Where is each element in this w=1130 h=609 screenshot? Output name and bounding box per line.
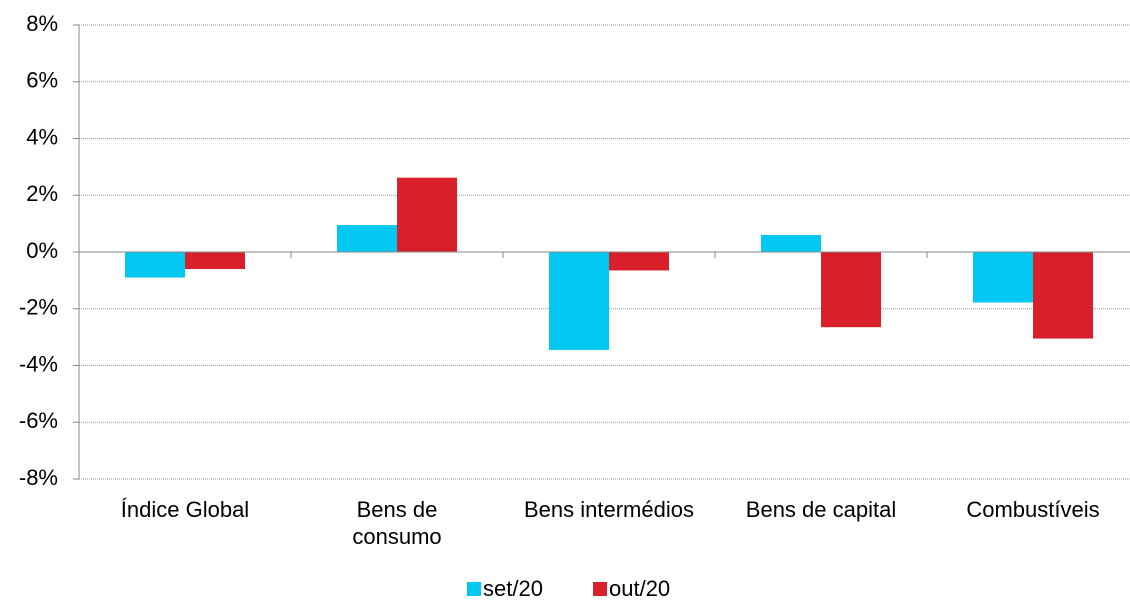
y-tick-label: 0% [26, 238, 58, 263]
x-tick-label: Índice Global [121, 497, 249, 522]
bar [549, 252, 609, 350]
bar [185, 252, 245, 270]
x-tick-label: Bens de consumo [352, 497, 441, 549]
y-tick-label: -6% [19, 408, 58, 433]
y-tick-label: -2% [19, 295, 58, 320]
y-tick-label: -8% [19, 465, 58, 490]
bar [125, 252, 185, 278]
bar [609, 252, 669, 271]
y-tick-label: 4% [26, 124, 58, 149]
bar [821, 252, 881, 328]
legend-label: out/20 [609, 576, 670, 601]
bar [337, 225, 397, 252]
x-tick-label: Bens de capital [746, 497, 896, 522]
bar [973, 252, 1033, 303]
x-tick-label: Combustíveis [966, 497, 1099, 522]
y-tick-label: -4% [19, 351, 58, 376]
y-tick-label: 2% [26, 181, 58, 206]
y-tick-label: 6% [26, 68, 58, 93]
legend-swatch [467, 582, 481, 596]
bar [397, 177, 457, 252]
legend-label: set/20 [483, 576, 543, 601]
bar [1033, 252, 1093, 339]
y-tick-label: 8% [26, 11, 58, 36]
legend-swatch [593, 582, 607, 596]
bar [761, 234, 821, 252]
x-tick-label: Bens intermédios [524, 497, 694, 522]
